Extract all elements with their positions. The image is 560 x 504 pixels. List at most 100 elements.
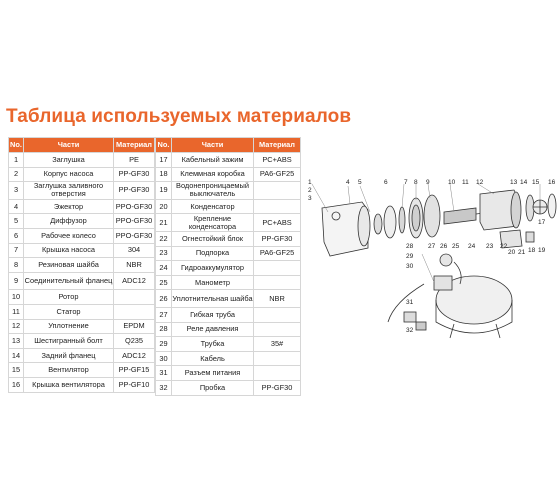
cell-part: Кабель: [171, 350, 254, 367]
callout-12: 12: [476, 179, 484, 186]
table-row: 24 Гидроаккумулятор: [155, 260, 301, 276]
cell-part: Уплотнение: [23, 318, 114, 335]
cell-part: Соединительный фланец: [23, 271, 114, 291]
header-part: Части: [171, 137, 254, 153]
cell-part: Эжектор: [23, 198, 114, 215]
page-title: Таблица используемых материалов: [6, 106, 352, 127]
exploded-view-diagram: 1 2 3 4 5 6 7 8 9 10 11 12 13 14 15 16 1…: [308, 179, 557, 339]
table-row: 9 Соединительный фланец ADC12: [8, 271, 155, 291]
table-row: 2 Корпус насоса PP-GF30: [8, 166, 155, 183]
cell-material: PE: [113, 152, 155, 168]
callout-20: 20: [508, 249, 516, 256]
cell-no: 3: [8, 181, 24, 200]
cell-no: 9: [8, 271, 24, 291]
cell-no: 8: [8, 257, 24, 273]
cell-part: Заглушка: [23, 152, 114, 168]
table-row: 30 Кабель: [155, 350, 301, 367]
table-row: 14 Задний фланец ADC12: [8, 347, 155, 364]
callout-13: 13: [510, 179, 518, 186]
cell-part: Крепление конденсатора: [171, 213, 254, 232]
header-part: Части: [23, 137, 114, 153]
table-row: 7 Крышка насоса 304: [8, 242, 155, 259]
table-row: 28 Реле давления: [155, 321, 301, 338]
cell-part: Пробка: [171, 379, 254, 396]
table-header-row: No. Части Материал: [8, 137, 155, 153]
cell-no: 6: [8, 227, 24, 244]
cell-material: [253, 321, 301, 338]
cell-no: 28: [155, 321, 172, 338]
cell-material: EPDM: [113, 318, 155, 335]
cell-material: PP-GF30: [113, 166, 155, 183]
cell-no: 29: [155, 336, 172, 352]
callout-25: 25: [452, 243, 460, 250]
cell-no: 32: [155, 379, 172, 396]
callout-19: 19: [538, 247, 546, 254]
materials-table-right: No. Части Материал 17 Кабельный зажим PC+A…: [155, 137, 301, 396]
cell-part: Ротор: [23, 289, 114, 305]
callout-4: 4: [346, 179, 350, 186]
cell-no: 13: [8, 333, 24, 349]
table-header-row: No. Части Материал: [155, 137, 301, 153]
table-row: 21 Крепление конденсатора PC+ABS: [155, 213, 301, 232]
cell-no: 11: [8, 303, 24, 320]
table-row: 3 Заглушка заливного отверстия PP-GF30: [8, 181, 155, 200]
cell-no: 10: [8, 289, 24, 305]
table-row: 8 Резиновая шайба NBR: [8, 257, 155, 273]
cell-part: Заглушка заливного отверстия: [23, 181, 114, 200]
table-row: 10 Ротор: [8, 289, 155, 305]
table-row: 18 Клеммная коробка PA6-GF25: [155, 166, 301, 183]
cell-part: Задний фланец: [23, 347, 114, 364]
header-no: No.: [8, 137, 24, 153]
cell-material: 304: [113, 242, 155, 259]
cell-no: 18: [155, 166, 172, 183]
cell-part: Конденсатор: [171, 198, 254, 215]
cell-part: Подпорка: [171, 245, 254, 262]
callout-2: 2: [308, 187, 312, 194]
cell-material: PP-GF10: [113, 376, 155, 393]
cell-part: Диффузор: [23, 213, 114, 229]
table-row: 16 Крышка вентилятора PP-GF10: [8, 376, 155, 393]
cell-material: PC+ABS: [253, 213, 301, 232]
cell-no: 16: [8, 376, 24, 393]
cell-material: PPO-GF30: [113, 213, 155, 229]
cell-part: Кабельный зажим: [171, 152, 254, 168]
cell-material: PPO-GF30: [113, 227, 155, 244]
table-row: 32 Пробка PP-GF30: [155, 379, 301, 396]
cell-material: PP-GF30: [253, 379, 301, 396]
cell-no: 4: [8, 198, 24, 215]
header-material: Материал: [253, 137, 301, 153]
cell-material: PA6-GF25: [253, 245, 301, 262]
callout-22: 22: [500, 243, 508, 250]
cell-no: 15: [8, 362, 24, 378]
callout-31: 31: [406, 299, 414, 306]
callout-16: 16: [548, 179, 556, 186]
table-row: 19 Водонепроницаемый выключатель: [155, 181, 301, 200]
cell-part: Гидроаккумулятор: [171, 260, 254, 276]
callout-8: 8: [414, 179, 418, 186]
cell-part: Огнестойкий блок: [171, 230, 254, 247]
cell-material: ADC12: [113, 347, 155, 364]
cell-part: Гибкая труба: [171, 306, 254, 323]
callout-24: 24: [468, 243, 476, 250]
table-row: 20 Конденсатор: [155, 198, 301, 215]
cell-part: Разъем питания: [171, 365, 254, 381]
cell-part: Рабочее колесо: [23, 227, 114, 244]
cell-material: PPO-GF30: [113, 198, 155, 215]
cell-material: [113, 303, 155, 320]
cell-material: [253, 274, 301, 291]
callout-28: 28: [406, 243, 414, 250]
cell-part: Статор: [23, 303, 114, 320]
cell-part: Вентилятор: [23, 362, 114, 378]
cell-material: PP-GF30: [113, 181, 155, 200]
cell-no: 22: [155, 230, 172, 247]
callout-14: 14: [520, 179, 528, 186]
cell-material: PC+ABS: [253, 152, 301, 168]
cell-material: ADC12: [113, 271, 155, 291]
cell-no: 23: [155, 245, 172, 262]
callout-21: 21: [518, 249, 526, 256]
cell-no: 20: [155, 198, 172, 215]
callout-17: 17: [538, 219, 546, 226]
cell-no: 17: [155, 152, 172, 168]
cell-no: 31: [155, 365, 172, 381]
cell-no: 2: [8, 166, 24, 183]
